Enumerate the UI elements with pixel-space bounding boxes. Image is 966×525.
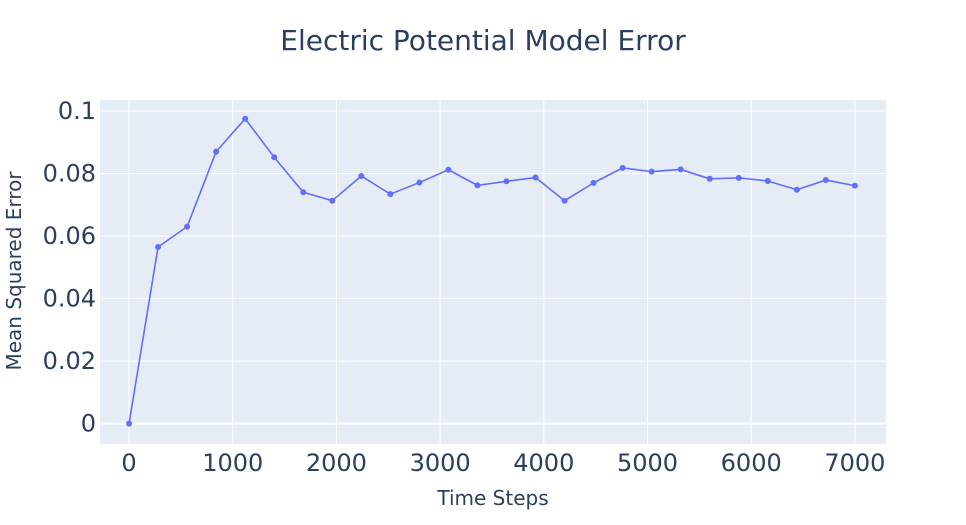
series-layer [126,115,858,427]
x-tick-labels: 0 1000 2000 3000 4000 5000 6000 7000 [121,449,885,477]
data-point [532,174,539,181]
x-tick-label: 2000 [306,449,367,477]
chart-title: Electric Potential Model Error [280,24,686,57]
x-tick-label: 0 [121,449,136,477]
data-point [213,148,220,155]
data-point [300,189,307,196]
data-point [329,197,336,204]
x-grid-lines [128,100,856,444]
x-tick-label: 5000 [617,449,678,477]
data-point [184,223,191,230]
data-point [503,178,510,185]
y-tick-label: 0.06 [43,222,96,250]
data-point [764,177,771,184]
data-point [242,115,249,122]
data-point [822,177,829,184]
data-point [126,420,133,427]
y-axis-title: Mean Squared Error [2,171,26,371]
x-axis-title: Time Steps [436,486,548,510]
data-point [271,154,278,161]
data-point [706,175,713,182]
data-point [416,179,423,186]
data-point [387,191,394,198]
data-point [648,168,655,175]
x-tick-label: 6000 [721,449,782,477]
series-line [128,117,856,424]
y-grid-lines [100,110,886,362]
x-tick-label: 7000 [824,449,885,477]
data-point [793,186,800,193]
y-tick-label: 0.08 [43,159,96,187]
x-tick-label: 4000 [513,449,574,477]
x-tick-label: 3000 [410,449,471,477]
data-point [561,197,568,204]
data-point [677,166,684,173]
y-tick-label: 0 [81,410,96,438]
data-point [358,172,365,179]
data-point [619,164,626,171]
y-tick-labels: 0 0.02 0.04 0.06 0.08 0.1 [43,97,96,438]
x-tick-label: 1000 [202,449,263,477]
plot-area [100,100,886,444]
data-point [735,174,742,181]
data-point [155,243,162,250]
data-point [851,182,858,189]
data-point [445,166,452,173]
y-tick-label: 0.04 [43,285,96,313]
data-point [474,182,481,189]
y-tick-label: 0.1 [58,97,96,125]
data-point [590,179,597,186]
y-tick-label: 0.02 [43,347,96,375]
